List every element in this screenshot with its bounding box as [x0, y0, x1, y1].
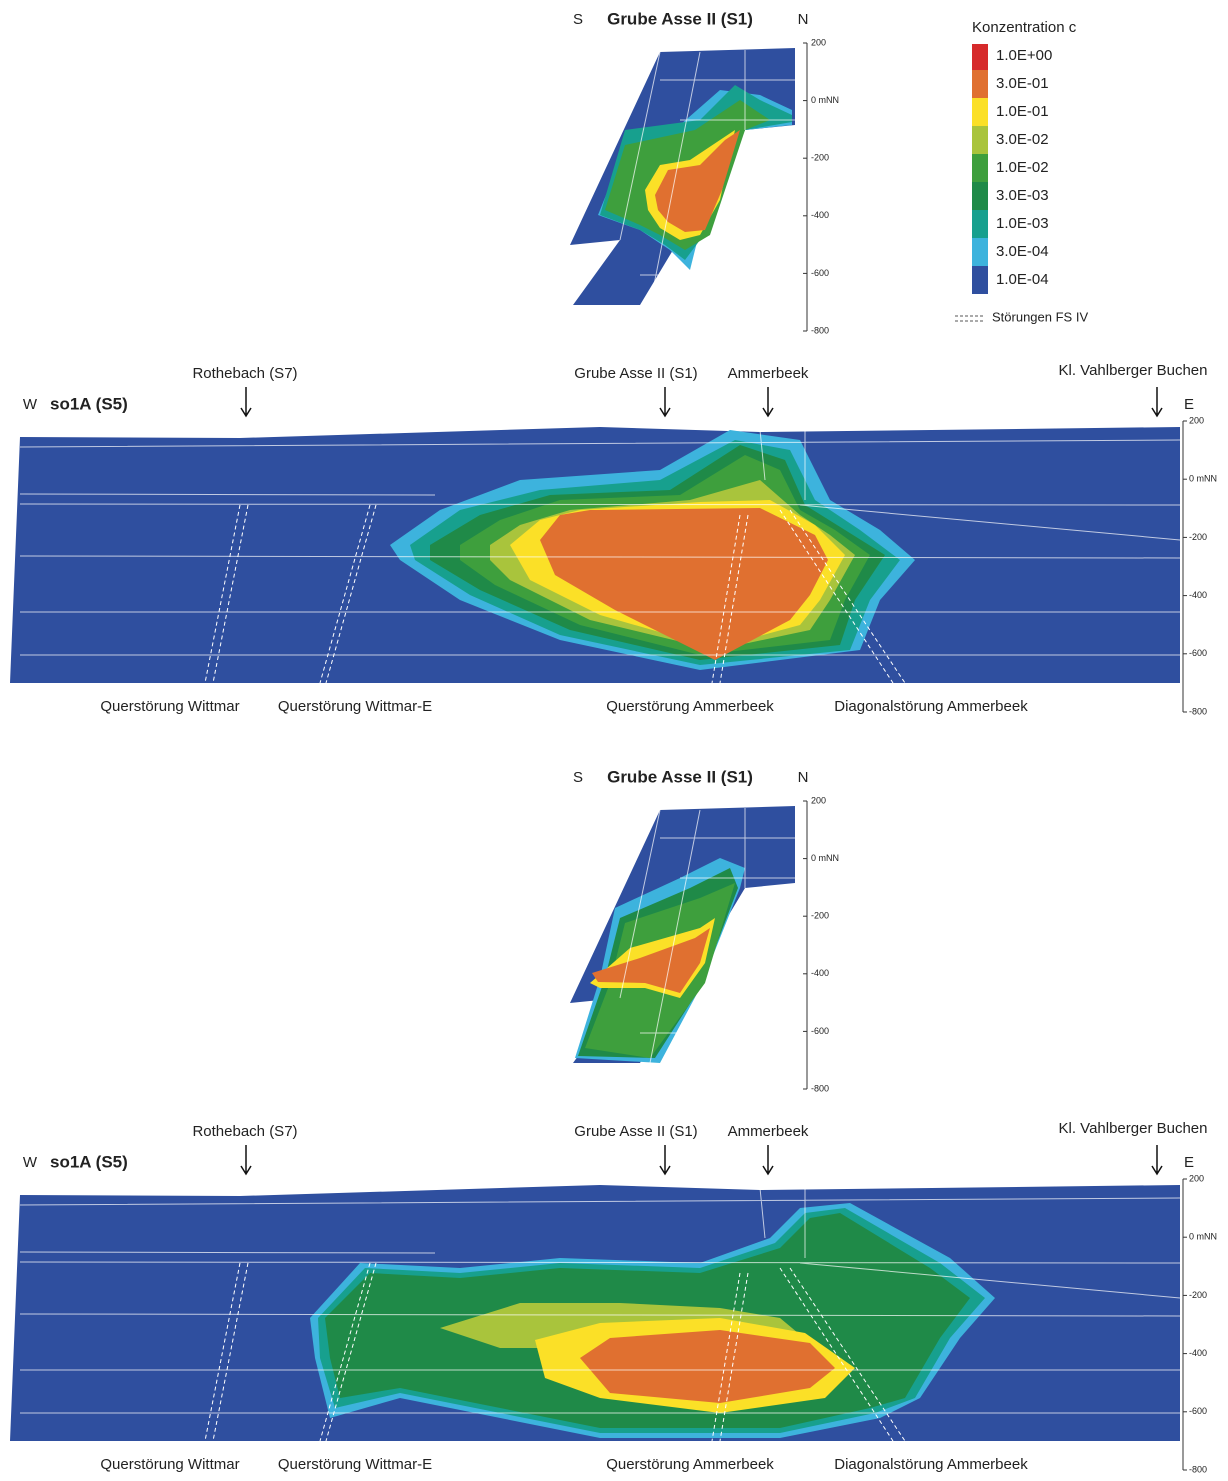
section-tick-label: 200 [811, 795, 826, 805]
profile-tick-label: -200 [1189, 1290, 1207, 1300]
legend-swatch [972, 210, 988, 238]
legend-title: Konzentration c [972, 19, 1077, 36]
profile-w: W [23, 396, 38, 413]
profile-tick-label: 0 mNN [1189, 1232, 1217, 1242]
contour [655, 130, 740, 232]
fault-label: Querstörung Ammerbeek [606, 698, 774, 715]
legend-label: 1.0E+00 [996, 47, 1052, 64]
marker-label: Ammerbeek [728, 365, 809, 382]
marker-label: Rothebach (S7) [192, 365, 297, 382]
fault-label: Querstörung Wittmar-E [278, 698, 432, 715]
marker-label: Grube Asse II (S1) [574, 365, 697, 382]
profile-tick-label: -200 [1189, 532, 1207, 542]
legend-label: 3.0E-04 [996, 243, 1049, 260]
legend-label: 3.0E-02 [996, 131, 1049, 148]
marker-label: Kl. Vahlberger Buchen [1059, 1120, 1208, 1137]
legend-swatch [972, 98, 988, 126]
legend-swatch [972, 238, 988, 266]
section-s: S [573, 11, 583, 28]
legend-label: 3.0E-01 [996, 75, 1049, 92]
section-tick-label: -200 [811, 153, 829, 163]
legend-swatch [972, 154, 988, 182]
section-tick-label: 0 mNN [811, 95, 839, 105]
fault-label: Diagonalstörung Ammerbeek [834, 1456, 1028, 1473]
section-lines [619, 50, 795, 306]
marker-arrow [659, 387, 671, 418]
profile-e: E [1184, 396, 1194, 413]
section-n: N [798, 11, 809, 28]
section-tick-label: -400 [811, 210, 829, 220]
section-tick-label: 0 mNN [811, 853, 839, 863]
legend-swatch [972, 70, 988, 98]
profile-title: so1A (S5) [50, 1152, 128, 1171]
section-tick-label: -800 [811, 325, 829, 335]
marker-label: Rothebach (S7) [192, 1123, 297, 1140]
fault-label: Querstörung Ammerbeek [606, 1456, 774, 1473]
profile-lines [19, 429, 1181, 656]
legend-label: 3.0E-03 [996, 187, 1049, 204]
section-tick-label: 200 [811, 37, 826, 47]
marker-label: Kl. Vahlberger Buchen [1059, 362, 1208, 379]
legend-label: 1.0E-03 [996, 215, 1049, 232]
profile-lines [19, 1187, 1181, 1414]
contour [592, 928, 710, 993]
section-s: S [573, 769, 583, 786]
contour [540, 508, 828, 660]
legend-swatch [972, 266, 988, 294]
marker-arrow [659, 1145, 671, 1176]
profile-e: E [1184, 1154, 1194, 1171]
profile-tick-label: 200 [1189, 415, 1204, 425]
fault-label: Querstörung Wittmar [100, 698, 239, 715]
section-n: N [798, 769, 809, 786]
section-tick-label: -200 [811, 911, 829, 921]
profile-tick-label: -400 [1189, 1348, 1207, 1358]
marker-arrow [1151, 1145, 1163, 1176]
legend-faults: Störungen FS IV [992, 309, 1088, 324]
fault-label: Querstörung Wittmar [100, 1456, 239, 1473]
section-lines [619, 808, 795, 1064]
marker-arrow [762, 1145, 774, 1176]
legend-label: 1.0E-01 [996, 103, 1049, 120]
legend-swatch [972, 126, 988, 154]
legend-swatch [972, 182, 988, 210]
fault-lines [204, 1262, 906, 1442]
marker-label: Ammerbeek [728, 1123, 809, 1140]
profile-tick-label: 0 mNN [1189, 474, 1217, 484]
section-title: Grube Asse II (S1) [607, 9, 753, 28]
legend-swatch [972, 44, 988, 70]
section-tick-label: -600 [811, 268, 829, 278]
marker-label: Grube Asse II (S1) [574, 1123, 697, 1140]
fault-lines [204, 504, 906, 684]
legend-label: 1.0E-04 [996, 271, 1049, 288]
profile-tick-label: -600 [1189, 1406, 1207, 1416]
profile-title: so1A (S5) [50, 394, 128, 413]
profile-tick-label: -400 [1189, 590, 1207, 600]
marker-arrow [240, 387, 252, 418]
section-tick-label: -800 [811, 1083, 829, 1093]
contour [580, 1330, 835, 1403]
profile-tick-label: 200 [1189, 1173, 1204, 1183]
profile-tick-label: -800 [1189, 706, 1207, 716]
section-tick-label: -600 [811, 1026, 829, 1036]
marker-arrow [1151, 387, 1163, 418]
section-title: Grube Asse II (S1) [607, 767, 753, 786]
marker-arrow [762, 387, 774, 418]
legend-label: 1.0E-02 [996, 159, 1049, 176]
fault-label: Querstörung Wittmar-E [278, 1456, 432, 1473]
fault-label: Diagonalstörung Ammerbeek [834, 698, 1028, 715]
profile-w: W [23, 1154, 38, 1171]
profile-tick-label: -800 [1189, 1464, 1207, 1474]
profile-tick-label: -600 [1189, 648, 1207, 658]
section-tick-label: -400 [811, 968, 829, 978]
marker-arrow [240, 1145, 252, 1176]
